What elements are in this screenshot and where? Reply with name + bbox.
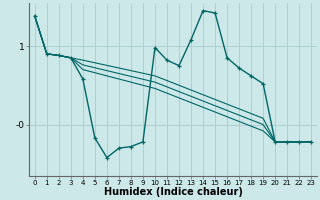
X-axis label: Humidex (Indice chaleur): Humidex (Indice chaleur): [104, 187, 243, 197]
